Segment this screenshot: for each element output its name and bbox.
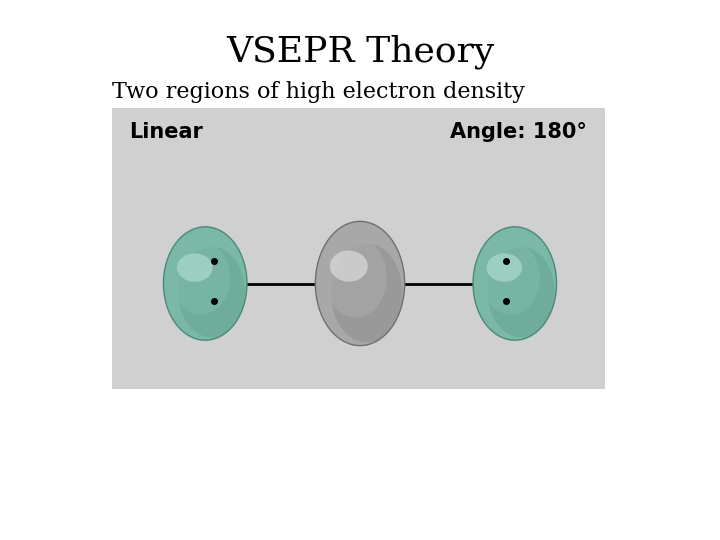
Ellipse shape [330, 251, 368, 282]
Ellipse shape [473, 227, 557, 340]
Text: VSEPR Theory: VSEPR Theory [226, 34, 494, 69]
Text: Angle: 180°: Angle: 180° [450, 122, 587, 141]
Ellipse shape [163, 227, 247, 340]
Bar [112, 108, 605, 389]
Text: Two regions of high electron density: Two regions of high electron density [112, 81, 524, 103]
Ellipse shape [487, 253, 522, 282]
Ellipse shape [315, 221, 405, 346]
Ellipse shape [177, 253, 212, 282]
Ellipse shape [331, 243, 402, 342]
Ellipse shape [178, 247, 245, 338]
Text: Linear: Linear [130, 122, 204, 141]
Ellipse shape [172, 241, 230, 315]
Ellipse shape [482, 241, 540, 315]
Ellipse shape [487, 247, 554, 338]
Ellipse shape [324, 237, 387, 318]
